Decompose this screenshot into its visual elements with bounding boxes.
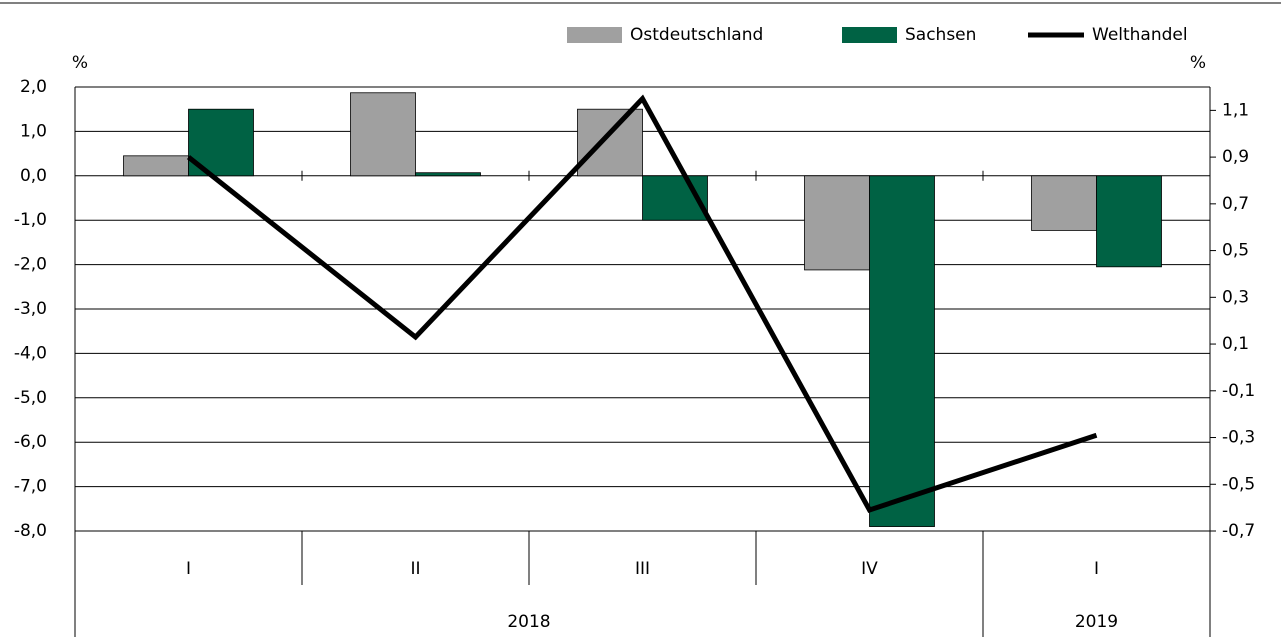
bar [804, 175, 870, 271]
y2-tick-label: 0,5 [1222, 241, 1249, 261]
legend-label: Welthandel [1092, 25, 1188, 45]
y-tick-label: -3,0 [14, 299, 47, 319]
bar [123, 155, 189, 177]
x-group-label: 2018 [507, 612, 550, 632]
y-tick-label: -7,0 [14, 477, 47, 497]
legend-label: Sachsen [905, 25, 976, 45]
bar [1031, 175, 1097, 231]
y-axis-unit: % [72, 53, 88, 73]
y2-tick-label: 0,9 [1222, 147, 1249, 167]
y2-tick-label: -0,1 [1222, 381, 1255, 401]
y-tick-label: -6,0 [14, 432, 47, 452]
y-tick-label: 2,0 [20, 77, 47, 97]
bar [350, 92, 416, 177]
y-tick-label: -4,0 [14, 343, 47, 363]
y-tick-label: -8,0 [14, 521, 47, 541]
x-tick-label: I [186, 559, 191, 579]
y-tick-label: -1,0 [14, 210, 47, 230]
y-tick-label: 1,0 [20, 121, 47, 141]
x-tick-label: I [1094, 559, 1099, 579]
legend-swatch [567, 27, 622, 43]
y2-tick-label: -0,3 [1222, 428, 1255, 448]
x-group-label: 2019 [1075, 612, 1118, 632]
y-tick-label: -5,0 [14, 388, 47, 408]
x-tick-label: IV [861, 559, 878, 579]
y2-tick-label: 1,1 [1222, 100, 1249, 120]
y2-axis-unit: % [1190, 53, 1206, 73]
legend-swatch [842, 27, 897, 43]
legend-label: Ostdeutschland [630, 25, 763, 45]
y2-tick-label: 0,3 [1222, 287, 1249, 307]
y2-tick-label: 0,7 [1222, 194, 1249, 214]
y-tick-label: -2,0 [14, 255, 47, 275]
bar [1096, 175, 1162, 268]
line-series [186, 94, 1098, 513]
bar [415, 172, 481, 177]
y2-tick-label: -0,5 [1222, 474, 1255, 494]
y2-tick-label: -0,7 [1222, 521, 1255, 541]
y-tick-label: 0,0 [20, 166, 47, 186]
bar [869, 175, 935, 527]
x-tick-label: II [410, 559, 420, 579]
x-tick-label: III [635, 559, 650, 579]
bar [577, 108, 643, 177]
y2-tick-label: 0,1 [1222, 334, 1249, 354]
